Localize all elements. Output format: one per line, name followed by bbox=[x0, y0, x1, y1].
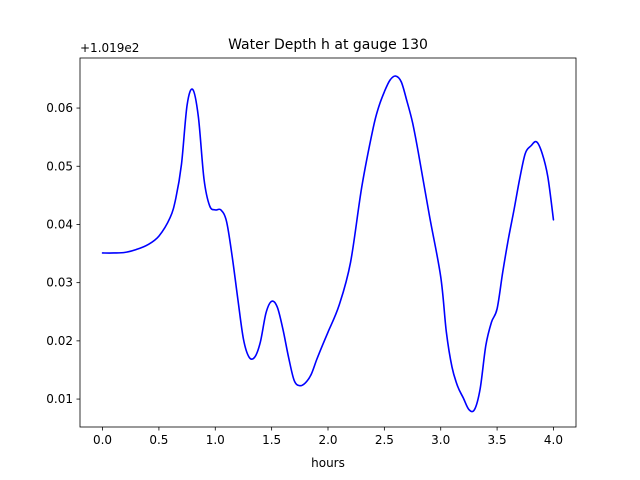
x-tick-label: 3.5 bbox=[488, 433, 507, 447]
x-tick-label: 1.5 bbox=[262, 433, 281, 447]
y-tick-label: 0.02 bbox=[46, 334, 73, 348]
y-offset-text: +1.019e2 bbox=[80, 41, 139, 55]
y-axis-ticks: 0.01 0.02 0.03 0.04 0.05 0.06 bbox=[46, 101, 80, 406]
x-tick-label: 0.0 bbox=[93, 433, 112, 447]
y-tick-label: 0.06 bbox=[46, 101, 73, 115]
chart-title: Water Depth h at gauge 130 bbox=[228, 37, 428, 53]
x-axis-label: hours bbox=[311, 456, 345, 470]
x-tick-label: 3.0 bbox=[431, 433, 450, 447]
x-tick-label: 4.0 bbox=[544, 433, 563, 447]
series-line bbox=[101, 75, 555, 413]
x-tick-label: 2.5 bbox=[375, 433, 394, 447]
y-tick-label: 0.05 bbox=[46, 159, 73, 173]
x-tick-label: 2.0 bbox=[318, 433, 337, 447]
y-tick-label: 0.04 bbox=[46, 217, 73, 231]
x-tick-label: 1.0 bbox=[206, 433, 225, 447]
x-axis-ticks: 0.0 0.5 1.0 1.5 2.0 2.5 3.0 3.5 4.0 bbox=[93, 427, 563, 447]
x-tick-label: 0.5 bbox=[149, 433, 168, 447]
y-tick-label: 0.01 bbox=[46, 392, 73, 406]
y-tick-label: 0.03 bbox=[46, 276, 73, 290]
plot-frame bbox=[79, 57, 577, 428]
